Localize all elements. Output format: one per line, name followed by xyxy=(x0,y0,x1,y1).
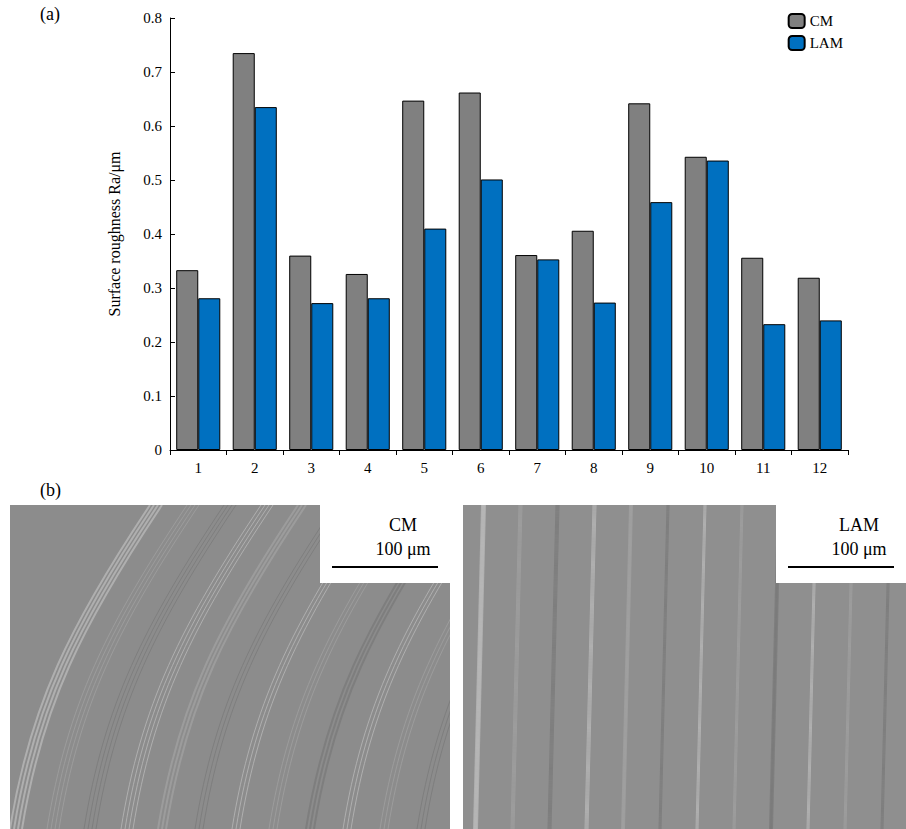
svg-text:0.4: 0.4 xyxy=(143,226,162,242)
svg-text:12: 12 xyxy=(812,460,827,476)
svg-text:CM: CM xyxy=(389,515,417,535)
svg-text:0: 0 xyxy=(155,442,163,458)
svg-text:11: 11 xyxy=(756,460,770,476)
svg-text:10: 10 xyxy=(699,460,714,476)
svg-text:1: 1 xyxy=(195,460,203,476)
svg-text:7: 7 xyxy=(534,460,542,476)
svg-text:CM: CM xyxy=(810,13,833,29)
svg-text:0.7: 0.7 xyxy=(143,64,162,80)
svg-text:Surface roughness Ra/μm: Surface roughness Ra/μm xyxy=(106,151,124,317)
svg-text:0.1: 0.1 xyxy=(143,388,162,404)
svg-text:5: 5 xyxy=(421,460,429,476)
svg-text:100 μm: 100 μm xyxy=(375,539,430,559)
svg-text:LAM: LAM xyxy=(839,515,879,535)
svg-text:3: 3 xyxy=(308,460,316,476)
html-text:(a): (a) xyxy=(40,4,60,24)
svg-text:4: 4 xyxy=(364,460,372,476)
svg-text:8: 8 xyxy=(590,460,598,476)
svg-text:0.5: 0.5 xyxy=(143,172,162,188)
svg-text:9: 9 xyxy=(647,460,655,476)
svg-text:6: 6 xyxy=(477,460,485,476)
svg-text:0.8: 0.8 xyxy=(143,10,162,26)
svg-text:100 μm: 100 μm xyxy=(831,539,886,559)
svg-text:LAM: LAM xyxy=(810,35,843,51)
svg-text:0.3: 0.3 xyxy=(143,280,162,296)
svg-text:0.6: 0.6 xyxy=(143,118,162,134)
html-text:(b): (b) xyxy=(40,480,61,500)
svg-text:0.2: 0.2 xyxy=(143,334,162,350)
svg-text:2: 2 xyxy=(251,460,259,476)
